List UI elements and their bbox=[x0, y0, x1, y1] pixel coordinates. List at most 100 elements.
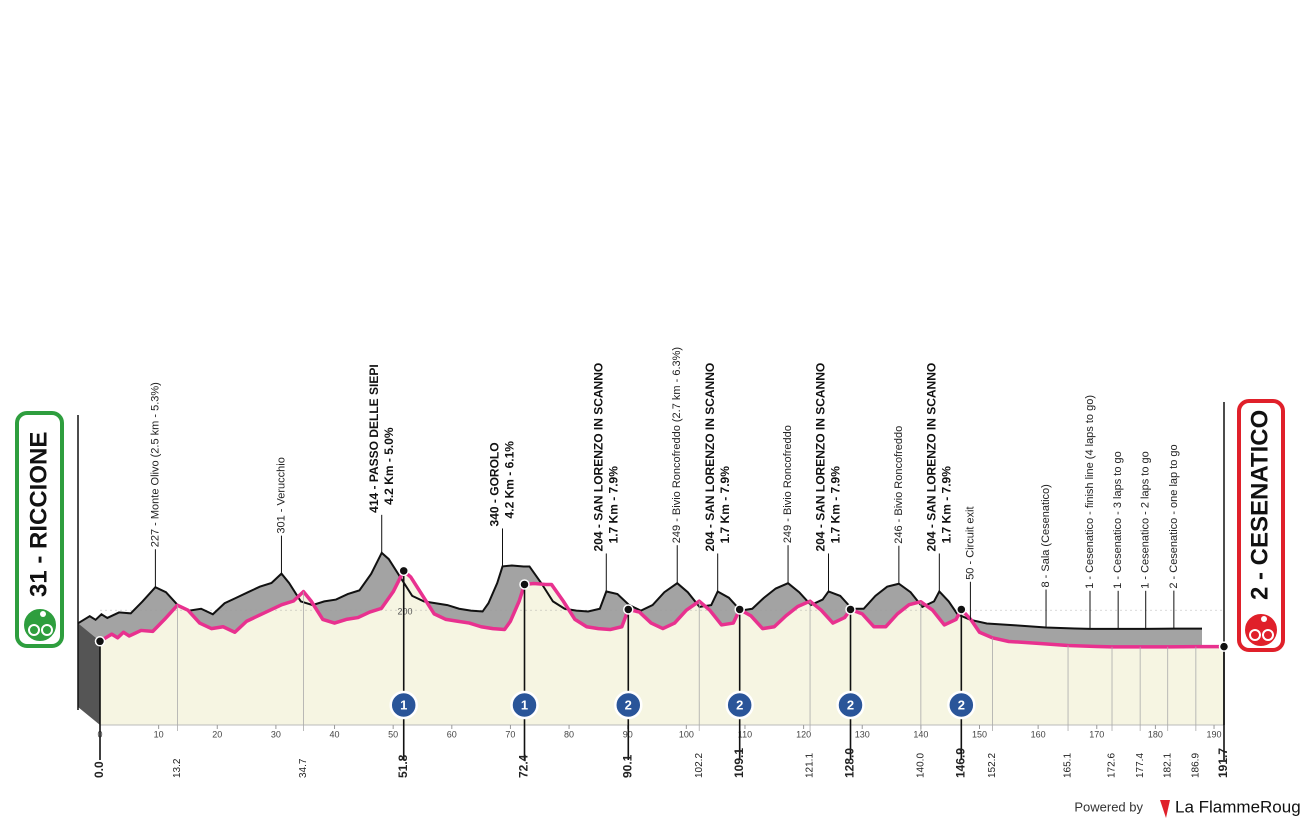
start-icon bbox=[22, 607, 58, 643]
annotation-name: 204 - SAN LORENZO IN SCANNO bbox=[814, 363, 828, 552]
x-tick-label: 10 bbox=[154, 729, 164, 739]
brand-logo bbox=[1160, 800, 1170, 818]
annotation-name: 227 - Monte Olivo (2.5 km - 5.3%) bbox=[149, 382, 161, 547]
powered-by: Powered by bbox=[1074, 799, 1143, 814]
climb-category: 2 bbox=[625, 697, 632, 712]
waypoint-dot bbox=[398, 565, 409, 577]
start-icon-head bbox=[40, 611, 46, 617]
waypoint-dot bbox=[845, 604, 856, 615]
waypoint-km: 121.1 bbox=[805, 753, 816, 778]
waypoint-km-major: 146.9 bbox=[953, 748, 967, 778]
relief-wall bbox=[78, 623, 100, 725]
finish-box bbox=[1237, 399, 1285, 652]
profile-line bbox=[99, 569, 1224, 649]
waypoint-km: 13.2 bbox=[172, 758, 183, 778]
plot: 2000102030405060708090100110120130140150… bbox=[77, 347, 1230, 778]
climb-category: 2 bbox=[736, 697, 743, 712]
annotation-name: 340 - GOROLO bbox=[488, 442, 502, 526]
annotation-name: 1 - Cesenatico - 3 laps to go bbox=[1112, 451, 1124, 589]
x-tick-label: 40 bbox=[330, 729, 340, 739]
annotation-detail: 1.7 Km - 7.9% bbox=[829, 466, 843, 544]
finish-label: 2 - CESENATICO bbox=[1246, 410, 1273, 600]
x-tick-label: 140 bbox=[913, 729, 928, 739]
annotation-name: 204 - SAN LORENZO IN SCANNO bbox=[703, 363, 717, 552]
waypoint-dot bbox=[519, 579, 530, 590]
x-tick-label: 130 bbox=[855, 729, 870, 739]
relief-back-line bbox=[77, 551, 1202, 630]
start-label: 31 - RICCIONE bbox=[25, 432, 52, 597]
annotation-name: 50 - Circuit exit bbox=[964, 506, 976, 579]
x-tick-label: 100 bbox=[679, 729, 694, 739]
climb-category: 2 bbox=[847, 697, 854, 712]
x-tick-label: 150 bbox=[972, 729, 987, 739]
x-tick-label: 50 bbox=[388, 729, 398, 739]
x-tick-label: 80 bbox=[564, 729, 574, 739]
finish-icon-wheel bbox=[1249, 629, 1261, 641]
climb-category: 1 bbox=[400, 697, 407, 712]
waypoint-dot bbox=[734, 604, 745, 615]
annotation-name: 414 - PASSO DELLE SIEPI bbox=[367, 364, 381, 513]
annotation-name: 249 - Bivio Roncofreddo bbox=[782, 425, 794, 543]
annotation-detail: 4.2 Km - 5.0% bbox=[382, 427, 396, 505]
x-tick-label: 120 bbox=[796, 729, 811, 739]
brand-name: La FlammeRouge bbox=[1175, 797, 1300, 816]
annotation-name: 249 - Bivio Roncofreddo (2.7 km - 6.3%) bbox=[671, 347, 683, 543]
annotation-detail: 1.7 Km - 7.9% bbox=[606, 466, 620, 544]
x-tick-label: 160 bbox=[1031, 729, 1046, 739]
finish-icon bbox=[1243, 612, 1279, 648]
annotation-name: 1 - Cesenatico - finish line (4 laps to … bbox=[1084, 395, 1096, 589]
annotation-name: 204 - SAN LORENZO IN SCANNO bbox=[924, 363, 938, 552]
climb-badge bbox=[836, 690, 865, 720]
x-tick-label: 170 bbox=[1089, 729, 1104, 739]
finish-icon-head bbox=[1261, 616, 1267, 622]
climb-badge bbox=[947, 690, 976, 720]
x-tick-label: 190 bbox=[1207, 729, 1222, 739]
climb-category: 1 bbox=[521, 697, 528, 712]
start-icon-wheel bbox=[28, 624, 40, 636]
waypoint-km: 186.9 bbox=[1190, 753, 1201, 778]
annotation-detail: 1.7 Km - 7.9% bbox=[939, 466, 953, 544]
waypoint-km-major: 51.8 bbox=[396, 754, 410, 778]
waypoint-km-major: 72.4 bbox=[517, 754, 531, 778]
finish-icon-wheel bbox=[1262, 629, 1274, 641]
start-icon-wheel bbox=[41, 624, 53, 636]
waypoint-km: 172.6 bbox=[1107, 753, 1118, 778]
climb-badge bbox=[614, 690, 643, 720]
waypoint-km: 182.1 bbox=[1162, 753, 1173, 778]
waypoint-km-major: 128.0 bbox=[843, 748, 857, 778]
climb-badge bbox=[510, 690, 539, 720]
x-tick-label: 60 bbox=[447, 729, 457, 739]
y-tick-label: 200 bbox=[397, 607, 412, 617]
waypoint-km: 140.0 bbox=[916, 753, 927, 778]
waypoint-km: 177.4 bbox=[1135, 753, 1146, 778]
waypoint-km: 165.1 bbox=[1063, 753, 1074, 778]
annotation-name: 1 - Cesenatico - 2 laps to go bbox=[1140, 451, 1152, 589]
annotation-name: 2 - Cesenatico - one lap to go bbox=[1168, 444, 1180, 588]
annotation-name: 301 - Verucchio bbox=[275, 457, 287, 533]
waypoint-dot bbox=[1218, 641, 1230, 652]
waypoint-dot bbox=[956, 604, 967, 615]
waypoint-dot bbox=[623, 604, 634, 615]
climb-badge bbox=[389, 690, 418, 720]
annotation-name: 8 - Sala (Cesenatico) bbox=[1040, 484, 1052, 587]
waypoint-km-major: 191.7 bbox=[1216, 748, 1230, 778]
waypoint-km-major: 90.1 bbox=[620, 754, 634, 778]
waypoint-km: 152.2 bbox=[987, 753, 998, 778]
annotation-name: 204 - SAN LORENZO IN SCANNO bbox=[591, 363, 605, 552]
waypoint-dot bbox=[94, 636, 106, 647]
x-tick-label: 110 bbox=[738, 729, 752, 739]
climb-category: 2 bbox=[958, 697, 965, 712]
waypoint-km-major: 109.1 bbox=[732, 748, 746, 778]
annotation-detail: 1.7 Km - 7.9% bbox=[718, 466, 732, 544]
waypoint-km: 102.2 bbox=[694, 753, 705, 778]
x-tick-label: 180 bbox=[1148, 729, 1163, 739]
x-tick-label: 20 bbox=[212, 729, 222, 739]
x-tick-label: 70 bbox=[505, 729, 515, 739]
annotation-detail: 4.2 Km - 6.1% bbox=[503, 441, 517, 519]
waypoint-km-major: 0.0 bbox=[92, 761, 106, 778]
climb-badge bbox=[725, 690, 754, 720]
start-box bbox=[15, 411, 64, 648]
waypoint-km: 34.7 bbox=[298, 758, 309, 778]
annotation-name: 246 - Bivio Roncofreddo bbox=[893, 426, 905, 544]
